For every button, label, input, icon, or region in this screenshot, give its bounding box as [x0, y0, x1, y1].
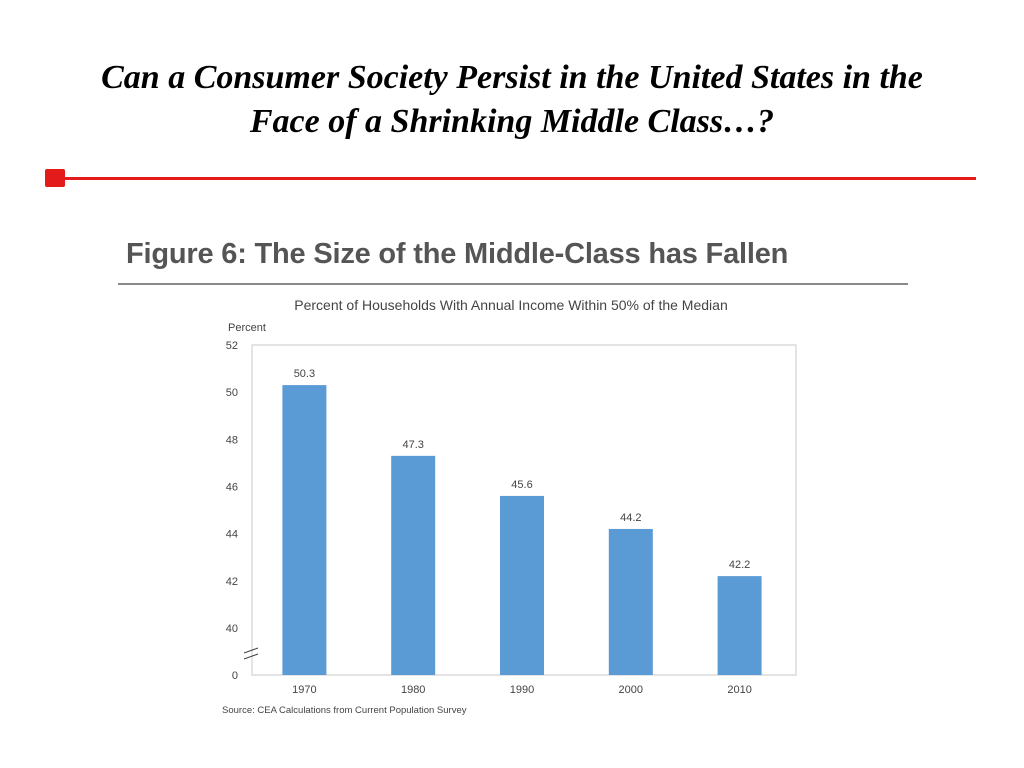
bar-1980	[391, 455, 436, 675]
x-tick-label: 1990	[510, 684, 534, 696]
y-tick-label: 42	[226, 576, 238, 588]
slide-title: Can a Consumer Society Persist in the Un…	[0, 56, 1024, 144]
bar-1970	[282, 385, 327, 675]
bar-2010	[717, 576, 762, 675]
bar-value-label: 47.3	[402, 439, 423, 451]
axis-break-icon	[243, 647, 259, 660]
bars: 50.3 47.3 45.6 44.2 42.2	[282, 368, 762, 675]
figure-title-rule	[118, 283, 908, 285]
x-tick-label: 1980	[401, 684, 425, 696]
x-tick-label: 2000	[619, 684, 643, 696]
x-tick-label: 2010	[727, 684, 751, 696]
y-tick-label: 44	[226, 529, 238, 541]
y-tick-label: 48	[226, 434, 238, 446]
slide-title-line-1: Can a Consumer Society Persist in the Un…	[101, 59, 923, 96]
figure-title: Figure 6: The Size of the Middle-Class h…	[126, 238, 789, 270]
bar-2000	[608, 528, 653, 675]
bar-value-label: 42.2	[729, 559, 750, 571]
title-divider-marker	[45, 169, 65, 187]
chart-subtitle: Percent of Households With Annual Income…	[294, 297, 727, 313]
x-axis-labels: 1970 1980 1990 2000 2010	[292, 684, 752, 696]
y-tick-label: 50	[226, 387, 238, 399]
title-divider	[56, 177, 976, 180]
slide-title-line-2: Face of a Shrinking Middle Class…?	[249, 103, 775, 140]
y-axis-label: Percent	[228, 322, 266, 334]
y-tick-label: 46	[226, 482, 238, 494]
chart-source: Source: CEA Calculations from Current Po…	[222, 705, 467, 716]
y-tick-label: 0	[232, 670, 238, 682]
bar-value-label: 50.3	[294, 368, 315, 380]
x-tick-label: 1970	[292, 684, 316, 696]
bar-1990	[500, 495, 544, 675]
y-tick-label: 40	[226, 623, 238, 635]
bar-value-label: 44.2	[620, 512, 641, 524]
y-axis-ticks: 52 50 48 46 44 42 40 0	[226, 340, 238, 682]
bar-value-label: 45.6	[511, 479, 532, 491]
y-tick-label: 52	[226, 340, 238, 352]
